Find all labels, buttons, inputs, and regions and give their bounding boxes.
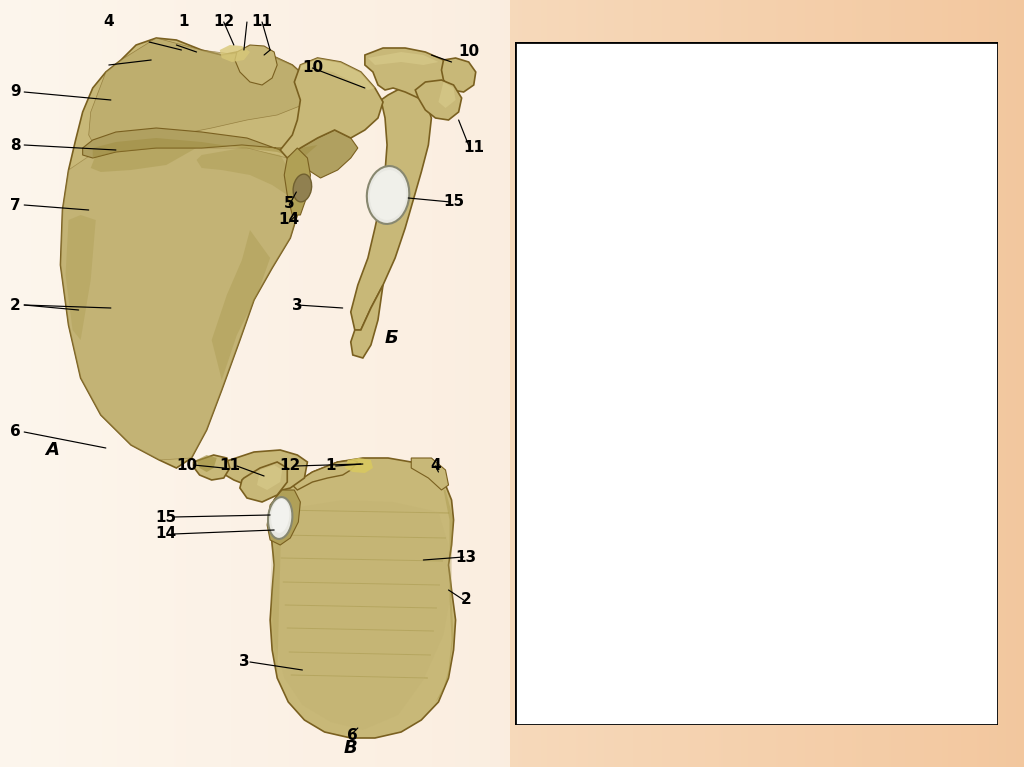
Text: 10 - акромион: 10 - акромион xyxy=(542,509,694,528)
Polygon shape xyxy=(194,455,229,480)
Polygon shape xyxy=(220,45,250,62)
Text: Правая: Правая xyxy=(542,96,623,115)
Text: 1: 1 xyxy=(178,15,188,29)
Polygon shape xyxy=(435,490,454,702)
Text: Б: Б xyxy=(384,329,398,347)
Text: 15: 15 xyxy=(443,195,464,209)
Ellipse shape xyxy=(367,166,410,224)
Text: В - вид спереди: В - вид спереди xyxy=(542,191,715,210)
Text: 9: 9 xyxy=(10,84,20,100)
Text: 12: 12 xyxy=(280,457,301,472)
Text: 11 - клювовидный отросток: 11 - клювовидный отросток xyxy=(542,540,845,559)
Text: 7 - подостная ямка: 7 - подостная ямка xyxy=(542,413,748,432)
Polygon shape xyxy=(270,458,456,738)
Text: 2: 2 xyxy=(10,298,20,312)
Polygon shape xyxy=(300,58,375,90)
Polygon shape xyxy=(292,460,357,490)
Polygon shape xyxy=(217,450,307,492)
Polygon shape xyxy=(66,215,96,340)
Polygon shape xyxy=(365,48,459,100)
Polygon shape xyxy=(197,455,217,472)
Polygon shape xyxy=(267,490,300,545)
Text: 8: 8 xyxy=(10,137,20,153)
Text: 4: 4 xyxy=(430,457,440,472)
Ellipse shape xyxy=(268,497,293,539)
Text: 5 - латеральный угол: 5 - латеральный угол xyxy=(542,350,776,369)
Ellipse shape xyxy=(271,499,290,533)
Polygon shape xyxy=(93,138,317,160)
Polygon shape xyxy=(416,80,462,120)
Text: В: В xyxy=(344,739,357,757)
Polygon shape xyxy=(83,128,357,178)
Ellipse shape xyxy=(293,174,311,202)
Text: 5: 5 xyxy=(284,196,295,210)
Text: 14: 14 xyxy=(279,212,300,228)
Polygon shape xyxy=(351,88,431,330)
Polygon shape xyxy=(257,465,283,490)
Ellipse shape xyxy=(370,170,407,220)
Polygon shape xyxy=(240,462,288,502)
Text: 15: 15 xyxy=(156,509,177,525)
Text: 10: 10 xyxy=(176,457,197,472)
Polygon shape xyxy=(438,82,456,108)
Polygon shape xyxy=(412,458,449,490)
Text: 2: 2 xyxy=(461,592,471,607)
Text: 12: 12 xyxy=(213,15,234,29)
Text: Б - вид справа: Б - вид справа xyxy=(542,160,698,178)
Text: 4: 4 xyxy=(103,15,114,29)
Text: 11: 11 xyxy=(252,15,272,29)
Polygon shape xyxy=(60,148,302,460)
Text: 6 - нижний угол: 6 - нижний угол xyxy=(542,381,715,400)
Text: 3 - латеральный край: 3 - латеральный край xyxy=(542,286,779,305)
Text: 1: 1 xyxy=(326,457,336,472)
Polygon shape xyxy=(441,58,476,92)
Text: А: А xyxy=(45,441,59,459)
Text: 3: 3 xyxy=(292,298,303,312)
Polygon shape xyxy=(91,142,202,172)
Text: 11: 11 xyxy=(219,457,241,472)
Text: 2 - медиальный край: 2 - медиальный край xyxy=(542,255,772,274)
Bar xyxy=(0,0,510,767)
Text: 14 - шейка лопатки: 14 - шейка лопатки xyxy=(542,635,756,654)
Text: Лопатка.: Лопатка. xyxy=(542,64,643,83)
Text: А - вид сзади: А - вид сзади xyxy=(542,127,687,146)
Polygon shape xyxy=(272,500,452,730)
Text: 10: 10 xyxy=(458,44,479,60)
Text: 7: 7 xyxy=(10,197,20,212)
Text: 9 - надостная ямка: 9 - надостная ямка xyxy=(542,476,748,495)
Polygon shape xyxy=(281,58,383,158)
Text: 6: 6 xyxy=(347,728,358,742)
Text: 12 - вырезка лопатки: 12 - вырезка лопатки xyxy=(542,572,775,591)
Polygon shape xyxy=(351,285,383,358)
Text: 15 - суставная впадина: 15 - суставная впадина xyxy=(542,667,794,686)
Text: 4 - верхний угол: 4 - верхний угол xyxy=(542,318,721,337)
Polygon shape xyxy=(345,458,373,473)
Text: 10: 10 xyxy=(302,61,323,75)
Text: 8 - ость лопатки: 8 - ость лопатки xyxy=(542,445,718,464)
Polygon shape xyxy=(285,148,310,215)
Text: 6: 6 xyxy=(10,424,20,439)
Polygon shape xyxy=(197,148,292,195)
Text: 13: 13 xyxy=(455,549,476,565)
Text: 13 - подлопаточная ямка: 13 - подлопаточная ямка xyxy=(542,604,815,623)
Text: 1 - верхний край: 1 - верхний край xyxy=(542,222,724,242)
Polygon shape xyxy=(212,230,270,380)
Polygon shape xyxy=(60,38,338,468)
Polygon shape xyxy=(368,52,438,65)
Text: 11: 11 xyxy=(463,140,484,156)
Polygon shape xyxy=(89,38,321,148)
Text: 3: 3 xyxy=(239,654,249,670)
Polygon shape xyxy=(234,45,278,85)
Polygon shape xyxy=(270,488,283,678)
Text: 14: 14 xyxy=(156,526,177,542)
